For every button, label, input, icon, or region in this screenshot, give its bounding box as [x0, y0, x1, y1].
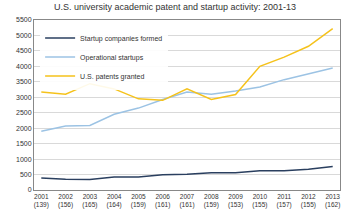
svg-text:U.S. patents granted: U.S. patents granted — [80, 73, 144, 81]
svg-text:0: 0 — [28, 186, 32, 193]
svg-text:1000: 1000 — [16, 156, 32, 163]
svg-text:2013(162): 2013(162) — [325, 193, 340, 209]
svg-text:2006(161): 2006(161) — [155, 193, 170, 209]
svg-text:2001(139): 2001(139) — [34, 193, 49, 209]
svg-text:2012(155): 2012(155) — [301, 193, 316, 209]
svg-text:3500: 3500 — [16, 78, 32, 85]
svg-text:5500: 5500 — [16, 16, 32, 23]
svg-text:2011(157): 2011(157) — [277, 193, 292, 209]
svg-text:5000: 5000 — [16, 32, 32, 39]
svg-text:2500: 2500 — [16, 109, 32, 116]
svg-text:2000: 2000 — [16, 125, 32, 132]
svg-text:2008(159): 2008(159) — [204, 193, 219, 209]
svg-text:2010(155): 2010(155) — [252, 193, 267, 209]
svg-text:2005(159): 2005(159) — [131, 193, 146, 209]
svg-text:U.S. university academic paten: U.S. university academic patent and star… — [54, 2, 296, 12]
svg-text:2004(164): 2004(164) — [107, 193, 122, 209]
svg-text:Operational startups: Operational startups — [80, 54, 144, 62]
svg-text:2009(153): 2009(153) — [228, 193, 243, 209]
svg-text:2003(165): 2003(165) — [82, 193, 97, 209]
svg-text:3000: 3000 — [16, 94, 32, 101]
svg-text:2002(156): 2002(156) — [58, 193, 73, 209]
svg-text:500: 500 — [20, 171, 32, 178]
svg-text:4500: 4500 — [16, 47, 32, 54]
svg-text:2007(161): 2007(161) — [179, 193, 194, 209]
svg-text:1500: 1500 — [16, 140, 32, 147]
svg-text:Startup companies formed: Startup companies formed — [80, 35, 162, 43]
svg-text:4000: 4000 — [16, 63, 32, 70]
